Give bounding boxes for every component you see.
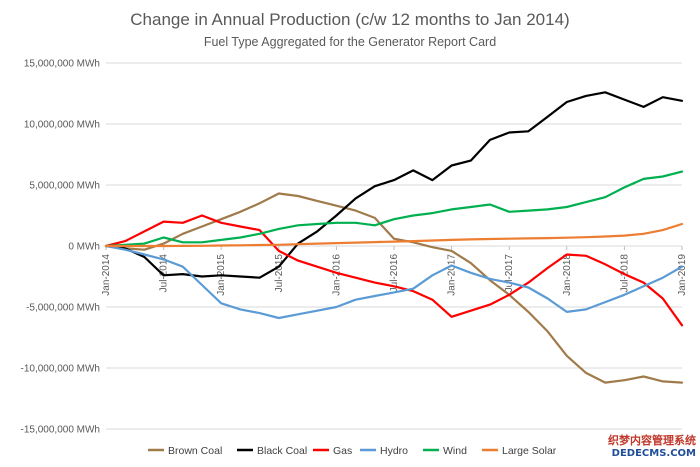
x-tick-label: Jul-2017	[504, 254, 515, 293]
x-tick-label: Jul-2015	[274, 254, 285, 293]
series-line-large-solar	[104, 222, 684, 248]
legend-label-black-coal: Black Coal	[257, 445, 307, 457]
y-axis-ticks: 15,000,000 MWh 10,000,000 MWh 5,000,000 MW…	[21, 59, 101, 436]
y-tick-label: 15,000,000 MWh	[24, 59, 100, 70]
watermark-line2: DEDECMS.COM	[611, 448, 696, 459]
series-lines	[104, 91, 684, 384]
legend-label-wind: Wind	[443, 445, 467, 457]
legend-label-large-solar: Large Solar	[502, 445, 557, 457]
y-tick-label: -15,000,000 MWh	[21, 425, 101, 436]
legend: Brown Coal Black Coal Gas Hydro Wind Large So…	[148, 445, 557, 457]
watermark-logo: 织梦内容管理系统 DEDECMS.COM	[600, 434, 696, 464]
x-tick-label: Jan-2019	[677, 254, 688, 296]
x-tick-label: Jan-2017	[447, 254, 458, 296]
x-tick-label: Jan-2016	[331, 254, 342, 296]
y-tick-label: -10,000,000 MWh	[21, 364, 101, 375]
legend-label-brown-coal: Brown Coal	[168, 445, 222, 457]
x-tick-label: Jul-2018	[619, 254, 630, 293]
series-line-hydro	[104, 244, 684, 320]
y-tick-label: 10,000,000 MWh	[24, 120, 100, 131]
chart-subtitle: Fuel Type Aggregated for the Generator R…	[204, 35, 496, 49]
x-tick-label: Jan-2014	[101, 254, 112, 296]
x-axis-ticks: Jan-2014 Jul-2014 Jan-2015 Jul-2015 Jan-2016…	[101, 246, 688, 296]
series-line-brown-coal	[104, 192, 684, 384]
x-tick-label: Jul-2016	[389, 254, 400, 293]
legend-label-hydro: Hydro	[380, 445, 408, 457]
legend-label-gas: Gas	[333, 445, 352, 457]
series-line-black-coal	[104, 91, 684, 279]
y-tick-label: 5,000,000 MWh	[29, 181, 100, 192]
series-line-wind	[104, 170, 684, 248]
x-tick-label: Jul-2014	[159, 254, 170, 293]
x-tick-label: Jan-2018	[562, 254, 573, 296]
watermark-line1: 织梦内容管理系统	[608, 434, 696, 447]
series-line-gas	[104, 214, 684, 327]
y-tick-label: 0 MWh	[68, 242, 100, 253]
y-tick-label: -5,000,000 MWh	[26, 303, 100, 314]
chart-title: Change in Annual Production (c/w 12 mont…	[130, 10, 569, 29]
